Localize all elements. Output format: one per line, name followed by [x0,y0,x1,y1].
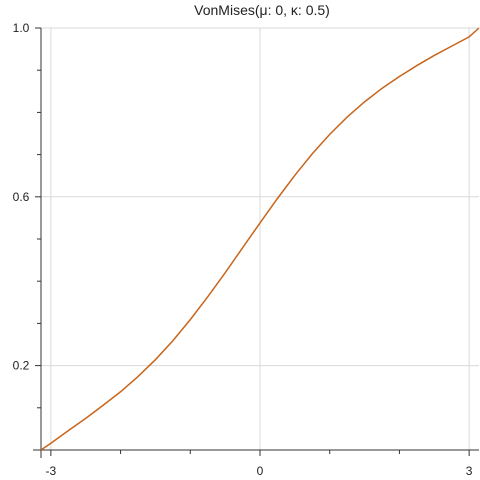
chart-title: VonMises(μ: 0, κ: 0.5) [194,2,330,18]
x-tick-label: 0 [257,464,264,478]
tick-labels: -3 0 3 0.2 0.6 1.0 [13,21,473,478]
y-tick-label: 0.6 [13,190,30,204]
y-tick-label: 1.0 [13,21,30,35]
axes [33,28,479,458]
y-tick-label: 0.2 [13,359,30,373]
x-tick-label: 3 [466,464,473,478]
grid [41,28,479,450]
x-tick-label: -3 [46,464,57,478]
